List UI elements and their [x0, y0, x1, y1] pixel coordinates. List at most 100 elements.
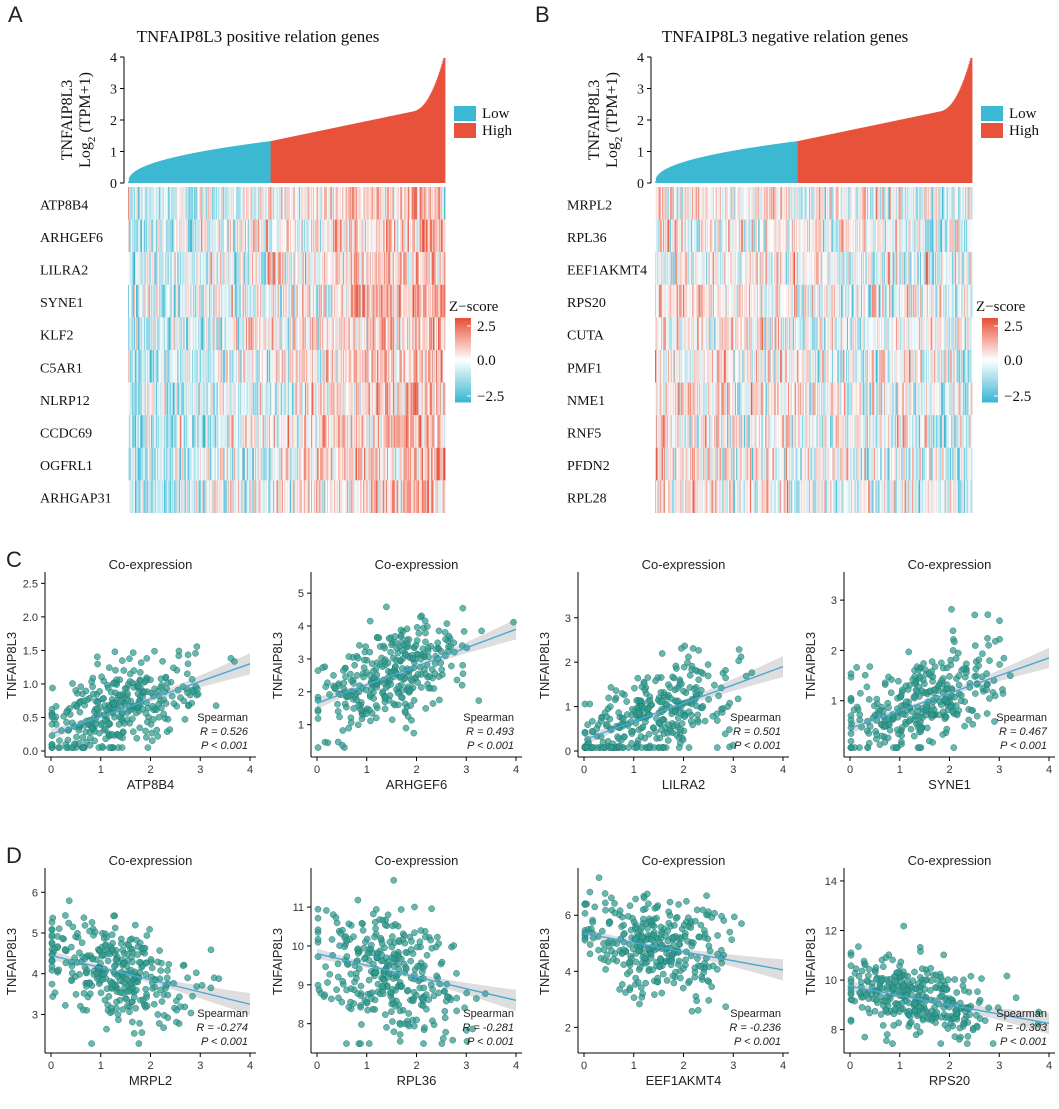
heatmap-cell — [163, 382, 165, 416]
heatmap-cell — [395, 382, 397, 416]
heatmap-cell — [186, 187, 188, 220]
heatmap-cell — [400, 415, 403, 448]
heatmap-cell — [348, 219, 350, 253]
heatmap-cell — [348, 350, 350, 383]
heatmap-cell — [304, 284, 306, 318]
heatmap-cell — [328, 284, 331, 318]
heatmap-cell — [349, 284, 351, 318]
heatmap-cell — [196, 219, 198, 253]
heatmap-cell — [353, 317, 355, 350]
heatmap-cell — [327, 382, 329, 416]
heatmap-cell — [328, 382, 331, 416]
heatmap-cell — [405, 382, 407, 416]
heatmap-cell — [178, 317, 180, 350]
expression-bar — [326, 129, 328, 183]
heatmap-cell — [135, 382, 137, 416]
heatmap-cell — [224, 187, 227, 220]
heatmap-cell — [133, 219, 135, 253]
heatmap-cell — [199, 317, 201, 350]
heatmap-cell — [155, 284, 157, 318]
heatmap-cell — [368, 284, 370, 318]
expression-bar — [207, 150, 209, 183]
heatmap-cell — [315, 415, 317, 448]
expression-bar — [430, 94, 432, 183]
heatmap-cell — [168, 350, 170, 383]
heatmap-cell — [401, 382, 404, 416]
heatmap-cell — [160, 187, 162, 220]
expression-bar — [250, 143, 252, 183]
heatmap-cell — [260, 415, 262, 448]
heatmap-cell — [216, 219, 219, 253]
expression-bar — [405, 112, 407, 183]
heatmap-cell — [363, 415, 366, 448]
heatmap-cell — [297, 187, 300, 220]
expression-bar — [167, 158, 169, 183]
expression-bar — [323, 130, 325, 183]
heatmap-cell — [389, 317, 391, 350]
heatmap-cell — [304, 382, 307, 416]
heatmap-cell — [355, 382, 357, 416]
heatmap-cell — [267, 284, 269, 318]
heatmap-cell — [201, 219, 204, 253]
heatmap-cell — [257, 382, 259, 416]
heatmap-cell — [128, 219, 130, 253]
heatmap-cell — [388, 317, 390, 350]
heatmap-cell — [175, 219, 177, 253]
heatmap-cell — [297, 350, 300, 383]
heatmap-cell — [216, 350, 219, 383]
heatmap-cell — [220, 219, 222, 253]
heatmap-cell — [144, 350, 147, 383]
heatmap-cell — [397, 415, 399, 448]
heatmap-cell — [346, 415, 348, 448]
heatmap-cell — [291, 415, 294, 448]
heatmap-cell — [386, 382, 388, 416]
expression-bar — [351, 124, 353, 183]
heatmap-cell — [207, 187, 209, 220]
heatmap-cell — [212, 415, 214, 448]
heatmap-cell — [246, 382, 249, 416]
expression-bar — [297, 135, 300, 183]
heatmap-cell — [408, 350, 410, 383]
heatmap-cell — [200, 415, 202, 448]
heatmap-cell — [137, 252, 139, 285]
heatmap-cell — [159, 284, 161, 318]
heatmap-cell — [213, 382, 215, 416]
heatmap-cell — [219, 415, 221, 448]
heatmap-cell — [435, 382, 437, 416]
heatmap-cell — [180, 415, 183, 448]
heatmap-cell — [192, 252, 194, 285]
heatmap-cell — [187, 382, 190, 416]
heatmap-cell — [432, 382, 434, 416]
heatmap-cell — [141, 187, 143, 220]
heatmap-cell — [384, 252, 386, 285]
heatmap-cell — [229, 187, 231, 220]
heatmap-cell — [378, 252, 380, 285]
heatmap-cell — [238, 187, 241, 220]
heatmap-cell — [200, 187, 202, 220]
heatmap-cell — [430, 187, 432, 220]
heatmap-cell — [187, 415, 190, 448]
heatmap-cell — [248, 382, 250, 416]
heatmap-cell — [149, 317, 151, 350]
expression-bar — [353, 123, 355, 183]
heatmap-cell — [193, 350, 195, 383]
heatmap-cell — [308, 219, 310, 253]
heatmap-cell — [305, 382, 308, 416]
heatmap-cell — [191, 219, 193, 253]
expression-bar — [223, 147, 225, 183]
heatmap-cell — [437, 284, 440, 318]
heatmap-cell — [220, 317, 222, 350]
heatmap-cell — [164, 415, 167, 448]
heatmap-cell — [323, 284, 325, 318]
heatmap-cell — [194, 187, 196, 220]
heatmap-cell — [275, 219, 277, 253]
heatmap-cell — [187, 350, 190, 383]
expression-bar — [397, 114, 399, 183]
heatmap-cell — [279, 284, 281, 318]
heatmap-cell — [169, 187, 171, 220]
heatmap-cell — [269, 350, 272, 383]
heatmap-cell — [338, 350, 340, 383]
heatmap-cell — [305, 317, 308, 350]
heatmap-cell — [314, 350, 316, 383]
heatmap-cell — [243, 284, 245, 318]
